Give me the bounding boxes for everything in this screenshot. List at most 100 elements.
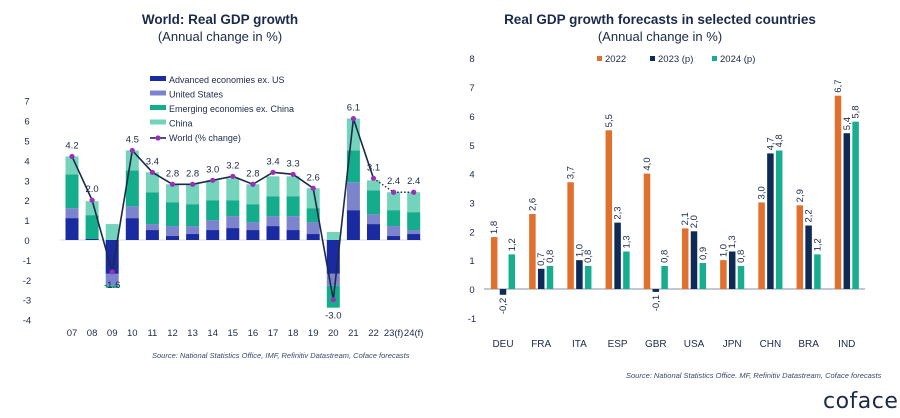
legend-label: Emerging economies ex. China bbox=[169, 104, 294, 114]
bar-segment bbox=[145, 192, 159, 225]
bar-segment bbox=[286, 196, 300, 217]
world-growth-marker bbox=[129, 147, 135, 154]
legend-label: World (% change) bbox=[169, 133, 241, 143]
bar-segment bbox=[346, 210, 360, 240]
world-growth-marker bbox=[250, 181, 256, 187]
bar-segment bbox=[407, 230, 421, 235]
bar-data-label: 2,0 bbox=[689, 215, 700, 228]
bar bbox=[567, 182, 574, 289]
world-growth-forecast-line bbox=[373, 177, 414, 193]
bar-segment bbox=[407, 212, 421, 231]
bar-segment bbox=[125, 206, 139, 219]
y-tick-label: 2 bbox=[24, 196, 29, 207]
x-tick-label: 17 bbox=[268, 328, 279, 339]
x-tick-label: 18 bbox=[288, 328, 299, 339]
bar bbox=[699, 263, 707, 289]
x-tick-label: JPN bbox=[723, 339, 742, 350]
bar bbox=[728, 251, 736, 289]
left-source-note: Source: National Statistics Office, IMF,… bbox=[152, 351, 410, 360]
bar-data-label: 6,7 bbox=[833, 79, 844, 92]
x-tick-label: IND bbox=[838, 339, 855, 350]
bar bbox=[605, 130, 613, 289]
bar-segment bbox=[286, 216, 300, 231]
x-tick-label: CHN bbox=[760, 339, 782, 350]
legend-label: United States bbox=[169, 90, 224, 100]
x-tick-label: 08 bbox=[87, 328, 98, 339]
bar-data-label: 2,2 bbox=[804, 209, 815, 222]
bar-segment bbox=[387, 210, 401, 227]
bar-data-label: 0,9 bbox=[698, 247, 709, 260]
bar-segment bbox=[246, 222, 260, 231]
bar bbox=[652, 289, 660, 292]
bar-segment bbox=[145, 224, 159, 231]
y-tick-label: -4 bbox=[23, 316, 31, 327]
legend-label: 2024 (p) bbox=[720, 54, 755, 65]
bar-segment bbox=[166, 202, 179, 227]
y-tick-label: -1 bbox=[468, 314, 476, 325]
bar bbox=[796, 205, 804, 289]
x-tick-label: GBR bbox=[645, 339, 667, 350]
bar-segment bbox=[85, 239, 99, 240]
y-tick-label: 5 bbox=[24, 137, 29, 148]
bar-segment bbox=[306, 222, 320, 235]
y-tick-label: -2 bbox=[23, 276, 31, 287]
bar bbox=[681, 228, 689, 289]
x-tick-label: 07 bbox=[67, 328, 78, 339]
bar-data-label: -0,2 bbox=[498, 298, 509, 314]
world-growth-marker bbox=[149, 169, 155, 175]
bar-segment bbox=[166, 226, 179, 237]
world-growth-marker bbox=[169, 181, 176, 187]
world-growth-data-label: -3.0 bbox=[325, 311, 341, 322]
world-growth-data-label: 6.1 bbox=[347, 103, 360, 114]
bar-segment bbox=[65, 174, 79, 209]
x-tick-label: ITA bbox=[572, 339, 587, 350]
world-growth-data-label: 2.8 bbox=[166, 168, 179, 179]
right-chart-title: Real GDP growth forecasts in selected co… bbox=[504, 12, 816, 27]
bar-segment bbox=[206, 230, 220, 240]
bar bbox=[805, 225, 812, 289]
world-growth-marker bbox=[310, 185, 316, 191]
x-tick-label: 22 bbox=[368, 328, 379, 339]
bar bbox=[643, 173, 651, 289]
y-tick-label: 2 bbox=[469, 227, 474, 238]
x-tick-label: USA bbox=[684, 339, 705, 350]
bar bbox=[623, 251, 630, 289]
world-growth-marker bbox=[210, 177, 216, 183]
bar-data-label: 0,8 bbox=[736, 250, 747, 263]
legend-swatch bbox=[712, 56, 717, 61]
world-growth-data-label: 2.0 bbox=[85, 184, 98, 195]
bar bbox=[690, 231, 698, 289]
bar-segment bbox=[186, 204, 200, 227]
bar-data-label: 0,7 bbox=[536, 253, 547, 266]
right-source-note: Source: National Statistics Office. MF, … bbox=[626, 371, 882, 380]
bar-data-label: 0,8 bbox=[660, 250, 671, 263]
bar-segment bbox=[407, 192, 421, 213]
bar-data-label: 2,9 bbox=[795, 189, 806, 202]
bar-data-label: 1,3 bbox=[727, 235, 738, 248]
left-chart-title: World: Real GDP growth bbox=[141, 12, 299, 27]
bar-segment bbox=[186, 226, 200, 235]
y-tick-label: 1 bbox=[469, 256, 474, 267]
y-tick-label: 3 bbox=[24, 176, 29, 187]
y-tick-label: 7 bbox=[24, 97, 29, 108]
bar-data-label: 1,2 bbox=[812, 238, 823, 251]
bar bbox=[661, 265, 668, 289]
bar-segment bbox=[306, 208, 320, 223]
world-growth-marker bbox=[230, 173, 236, 179]
x-tick-label: 09 bbox=[107, 328, 118, 339]
x-tick-label: BRA bbox=[798, 339, 819, 350]
x-tick-label: 15 bbox=[228, 328, 239, 339]
y-tick-label: -3 bbox=[23, 296, 31, 307]
bar-segment bbox=[125, 170, 139, 207]
coface-logo: coface bbox=[823, 389, 899, 414]
bar-segment bbox=[326, 273, 340, 286]
bar bbox=[537, 268, 545, 289]
right-chart-subtitle: (Annual change in %) bbox=[597, 29, 723, 44]
bar-segment bbox=[367, 180, 380, 191]
y-tick-label: 0 bbox=[24, 236, 29, 247]
bar bbox=[529, 213, 536, 289]
bar bbox=[758, 202, 765, 289]
bar-data-label: 5,8 bbox=[851, 105, 862, 118]
bar-segment bbox=[65, 208, 79, 219]
y-tick-label: 0 bbox=[469, 285, 474, 296]
